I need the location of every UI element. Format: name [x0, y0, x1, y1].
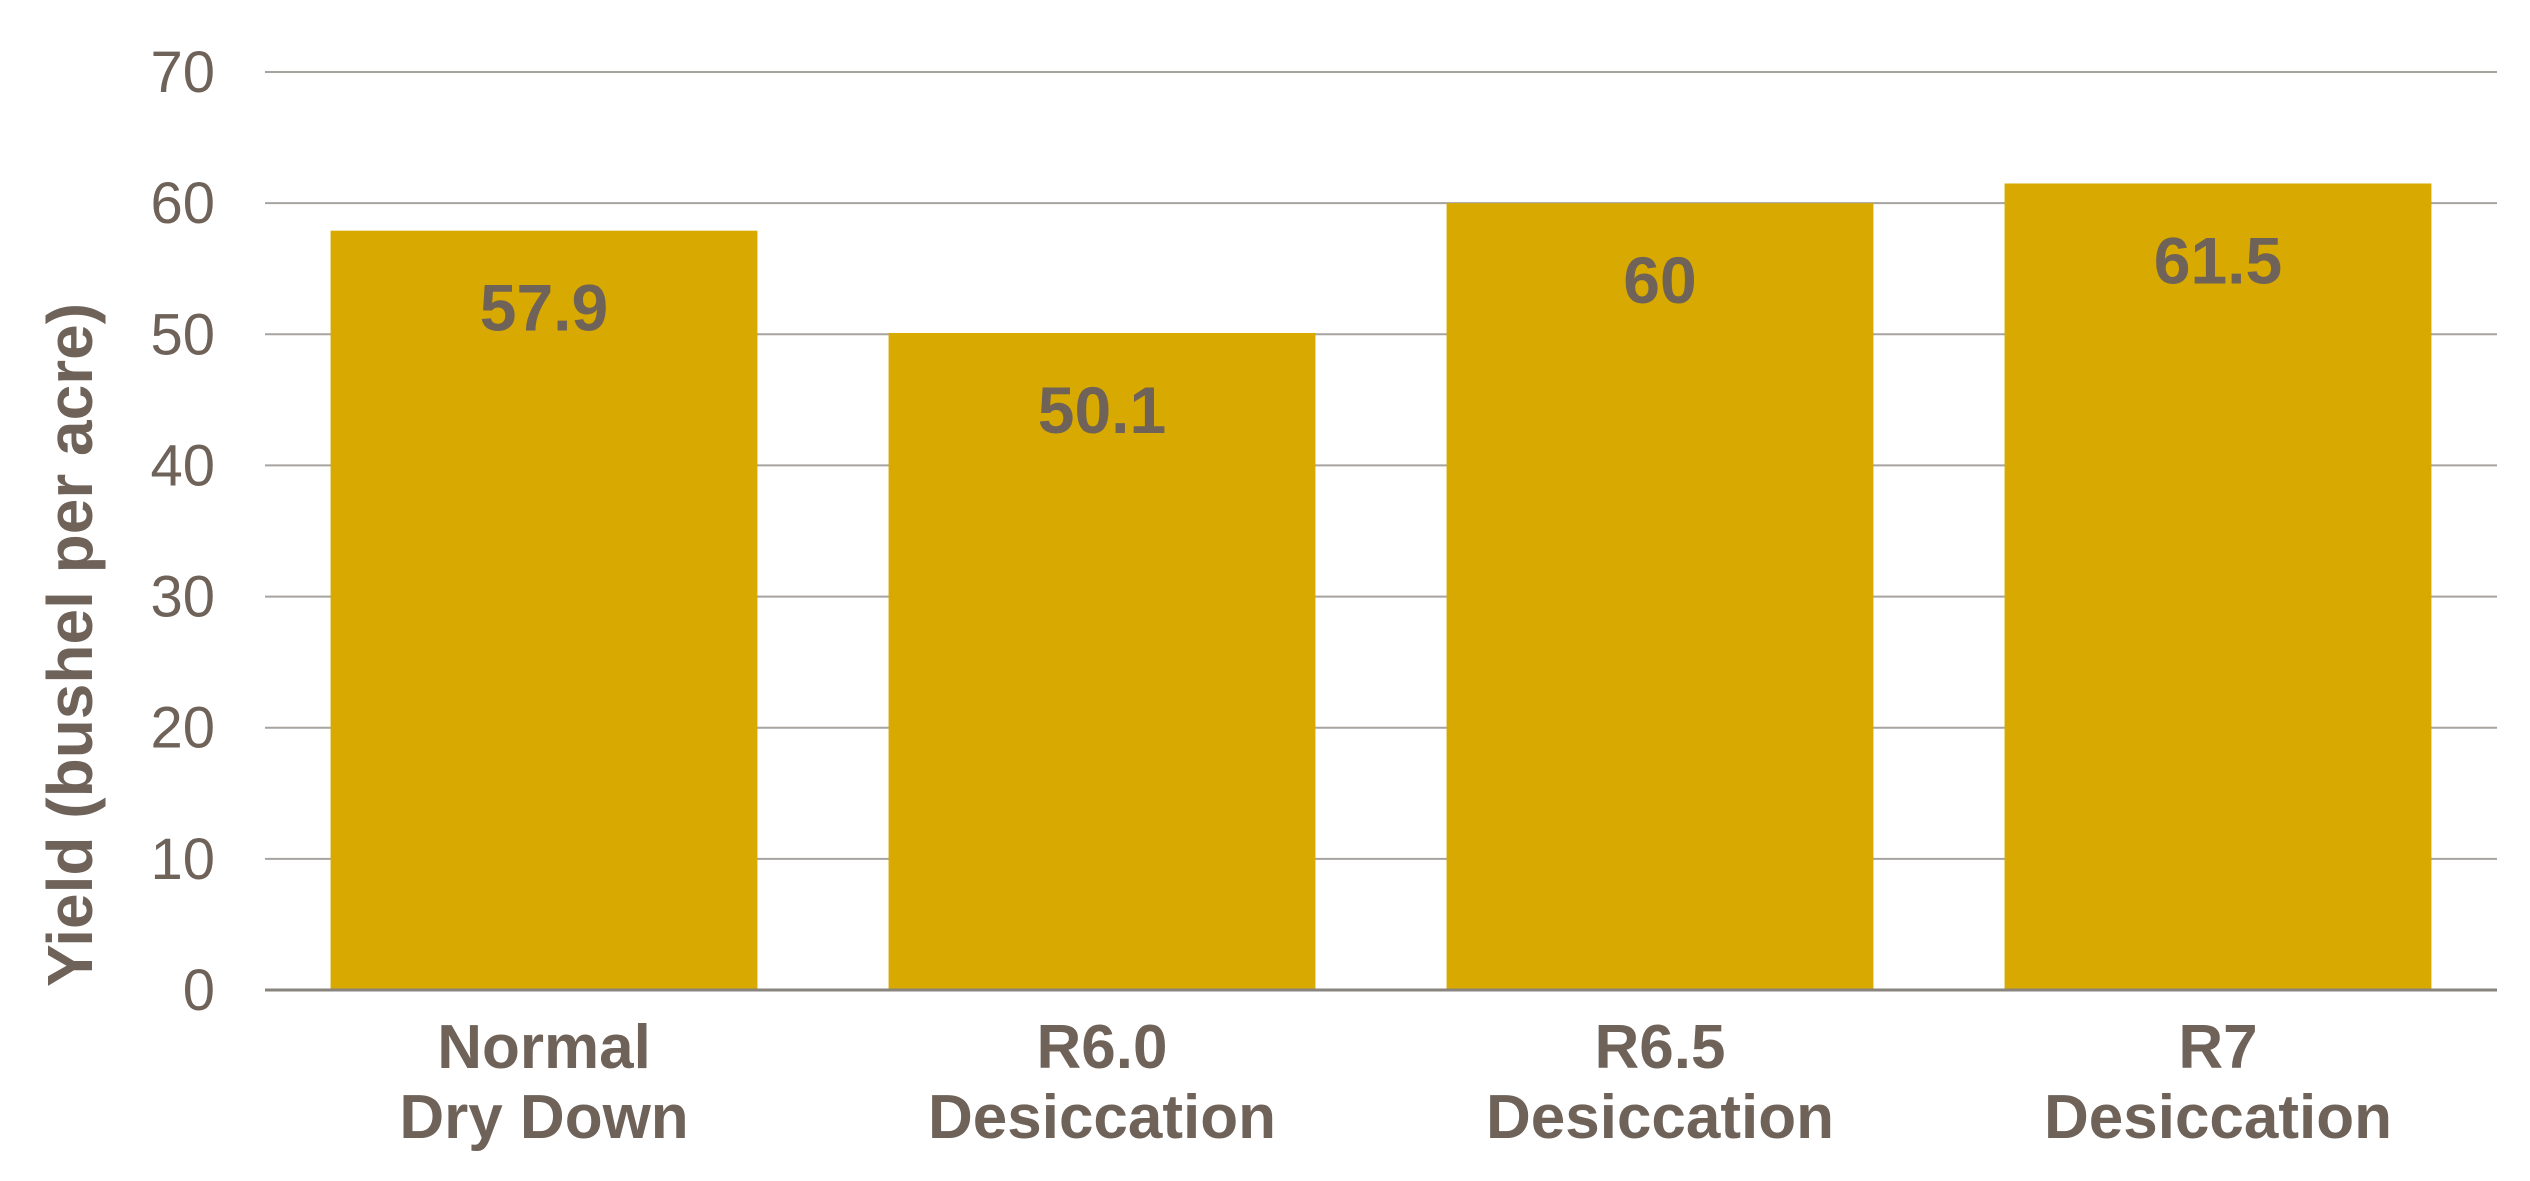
bar-value-label: 50.1	[1038, 373, 1166, 447]
x-category-label: Dry Down	[399, 1083, 688, 1152]
y-tick-label: 70	[150, 40, 215, 105]
y-axis-title: Yield (bushel per acre)	[34, 303, 106, 987]
y-tick-label: 40	[150, 433, 215, 498]
bars	[330, 183, 2432, 991]
y-axis-ticks: 0 10 20 30 40 50 60 70	[150, 40, 215, 1023]
y-tick-label: 60	[150, 171, 215, 236]
y-tick-label: 30	[150, 565, 215, 630]
y-tick-label: 10	[150, 827, 215, 892]
bar-value-label: 60	[1623, 243, 1696, 317]
y-tick-label: 20	[150, 696, 215, 761]
data-labels: 57.9 50.1 60 61.5	[480, 223, 2282, 447]
bar-value-label: 61.5	[2154, 223, 2282, 297]
x-category-label: R7	[2178, 1013, 2257, 1082]
bar	[888, 332, 1316, 991]
bar	[2004, 183, 2432, 990]
bar-value-label: 57.9	[480, 271, 608, 345]
y-tick-label: 50	[150, 302, 215, 367]
bar	[1446, 203, 1874, 991]
x-category-label: R6.5	[1595, 1013, 1726, 1082]
x-category-label: Desiccation	[2044, 1083, 2392, 1152]
x-category-label: R6.0	[1037, 1013, 1168, 1082]
x-category-label: Desiccation	[928, 1083, 1276, 1152]
x-category-label: Normal	[437, 1013, 651, 1082]
x-category-label: Desiccation	[1486, 1083, 1834, 1152]
y-tick-label: 0	[183, 958, 215, 1023]
bar	[330, 230, 758, 990]
